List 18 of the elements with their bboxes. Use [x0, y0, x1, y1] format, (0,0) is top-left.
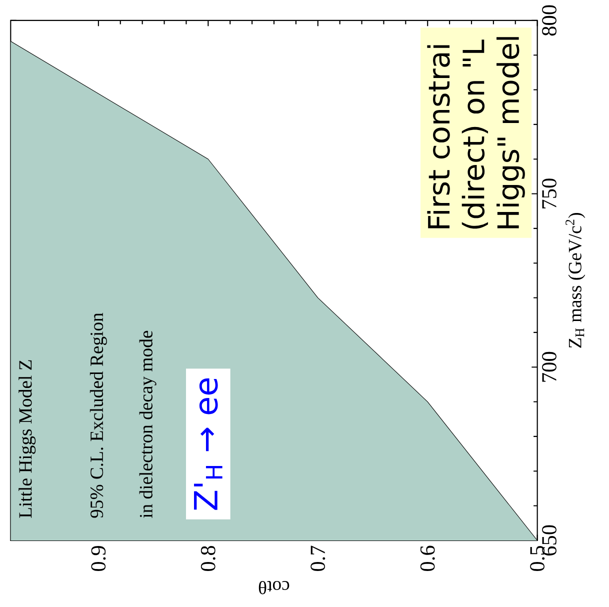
x-tick-label: 0.8	[200, 546, 216, 571]
y-tick-label: 650	[542, 525, 556, 556]
x-axis-title: cotθ	[258, 580, 290, 594]
annotation: 95% C.L. Excluded Region	[90, 312, 107, 518]
y-tick-label: 750	[542, 178, 556, 208]
x-tick-label: 0.6	[420, 546, 435, 571]
annotation: Z'$_{H}$ → ee	[194, 378, 222, 510]
x-tick-label: 0.7	[310, 546, 326, 571]
annotation: (direct) on "L	[462, 40, 488, 229]
y-tick-label: 800	[542, 5, 556, 36]
annotation: in dielectron decay mode	[139, 330, 156, 518]
annotation: First constrai	[427, 45, 450, 228]
annotation: Higgs" model	[496, 37, 525, 228]
x-tick-label: 0.5	[530, 546, 545, 571]
y-axis-title: Z$_{H}$ mass (GeV/c$^{2}$)	[566, 212, 586, 348]
y-tick-label: 700	[542, 352, 556, 382]
x-tick-label: 0.9	[91, 546, 106, 571]
annotation: Little Higgs Model Z	[18, 360, 36, 518]
